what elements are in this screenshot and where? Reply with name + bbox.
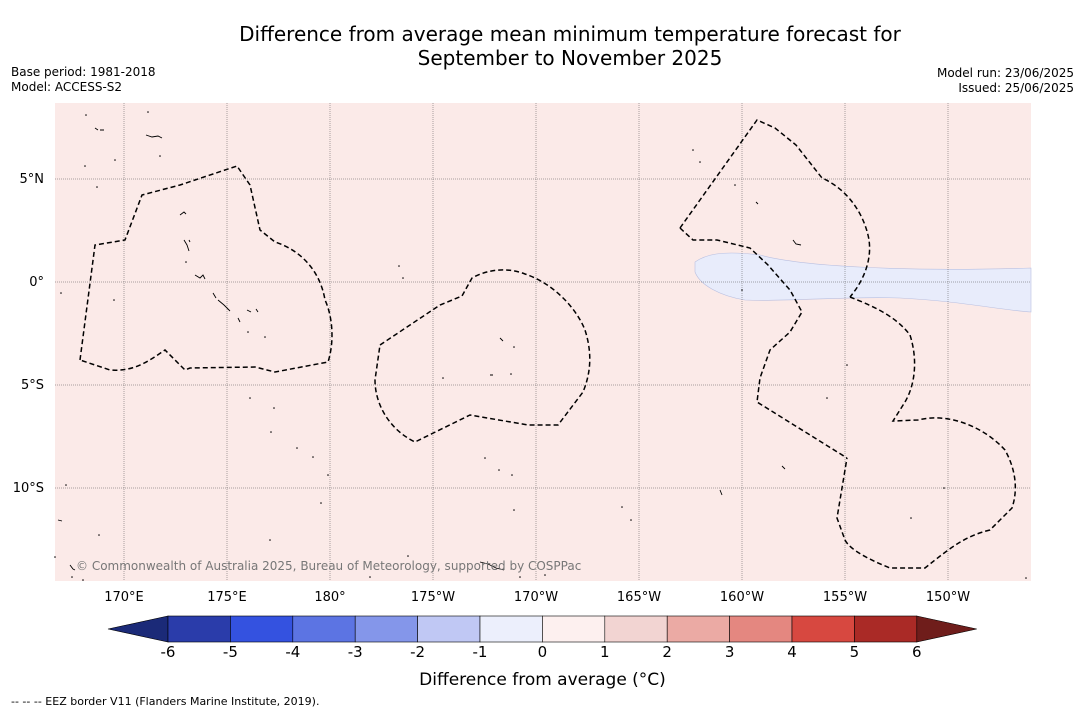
colorbar-bin: [791, 615, 855, 643]
meta-right: Model run: 23/06/2025 Issued: 25/06/2025: [937, 66, 1074, 96]
lon-label-180: 180°: [314, 590, 346, 605]
lon-label-155w: 155°W: [822, 590, 868, 605]
colorbar-tick-label: -3: [347, 643, 363, 661]
title-line-2: September to November 2025: [417, 46, 723, 70]
eez-border-central: [374, 269, 591, 443]
colorbar-bin: [604, 615, 668, 643]
colorbar-bin: [167, 615, 231, 643]
meta-left: Base period: 1981-2018 Model: ACCESS-S2: [11, 65, 156, 95]
chart-title: Difference from average mean minimum tem…: [0, 22, 1085, 70]
lon-label-170w: 170°W: [513, 590, 559, 605]
colorbar-tick-label: 3: [724, 643, 735, 661]
colorbar-bin: [854, 615, 918, 643]
colorbar-title: Difference from average (°C): [419, 670, 666, 690]
eez-legend-footnote: -- -- -- EEZ border V11 (Flanders Marine…: [11, 695, 320, 708]
gridlines: [55, 103, 1031, 581]
colorbar-extend-high: [916, 615, 977, 643]
colorbar-tick-label: 4: [787, 643, 797, 661]
colorbar-tick-label: -2: [410, 643, 426, 661]
eez-border-west: [79, 165, 333, 373]
lon-label-160w: 160°W: [719, 590, 765, 605]
lat-label-10s: 10°S: [12, 481, 44, 496]
colorbar-bin: [230, 615, 294, 643]
issued-date: Issued: 25/06/2025: [958, 81, 1074, 95]
colorbar-bin: [666, 615, 730, 643]
colorbar-tick-label: 1: [600, 643, 610, 661]
lat-label-0: 0°: [29, 275, 44, 290]
base-period: Base period: 1981-2018: [11, 65, 156, 79]
colorbar-tick-label: 0: [537, 643, 548, 661]
lon-label-170e: 170°E: [104, 590, 144, 605]
islands: [57, 127, 802, 571]
colorbar-tick-label: 5: [849, 643, 860, 661]
colorbar-tick-label: -1: [472, 643, 488, 661]
island-dots: [54, 111, 1027, 581]
eez-border-northeast-inner: [679, 227, 848, 459]
colorbar-extend-low: [107, 615, 169, 643]
colorbar-tick-label: -4: [285, 643, 301, 661]
colorbar-tick-label: -5: [222, 643, 238, 661]
lat-label-5n: 5°N: [19, 172, 45, 187]
map-area: [55, 103, 1031, 581]
colorbar-bin: [542, 615, 606, 643]
model-name: Model: ACCESS-S2: [11, 80, 123, 94]
colorbar-bin: [292, 615, 356, 643]
colorbar: [107, 615, 977, 643]
lon-label-165w: 165°W: [616, 590, 662, 605]
eez-border-northeast: [679, 119, 871, 298]
eez-border-southeast: [836, 296, 1017, 569]
colorbar-tick-label: 2: [662, 643, 672, 661]
colorbar-tick-label: -6: [160, 643, 176, 661]
colorbar-bin: [729, 615, 793, 643]
title-line-1: Difference from average mean minimum tem…: [239, 22, 901, 46]
colorbar-tick-label: 6: [912, 643, 922, 661]
lat-label-5s: 5°S: [20, 378, 44, 393]
eez-borders: [79, 119, 1017, 569]
colorbar-bin: [354, 615, 418, 643]
copyright-notice: © Commonwealth of Australia 2025, Bureau…: [76, 559, 582, 573]
lon-label-175w: 175°W: [410, 590, 456, 605]
cool-anomaly-region: [694, 252, 1032, 313]
lon-label-150w: 150°W: [925, 590, 971, 605]
colorbar-bin: [479, 615, 543, 643]
colorbar-bin: [417, 615, 481, 643]
model-run: Model run: 23/06/2025: [936, 66, 1074, 80]
lon-label-175e: 175°E: [207, 590, 247, 605]
